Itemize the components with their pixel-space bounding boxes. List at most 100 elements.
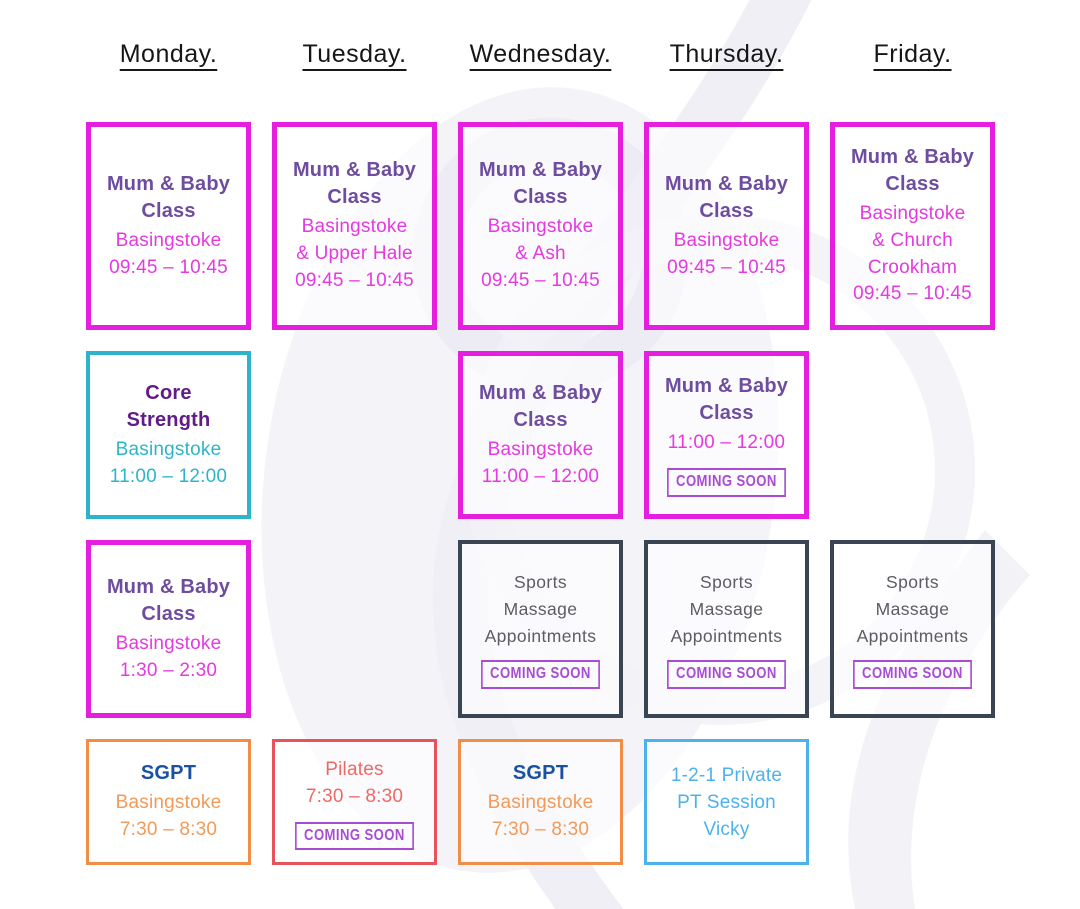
class-title: SGPT — [513, 760, 568, 787]
class-title: Mum & Baby Class — [107, 574, 230, 628]
card-thursday-sports-massage: Sports Massage Appointments COMING SOON — [644, 540, 809, 718]
card-wednesday-sgpt: SGPT Basingstoke 7:30 – 8:30 — [458, 739, 623, 865]
class-detail-line: Basingstoke — [115, 229, 222, 251]
card-tuesday-pilates: Pilates 7:30 – 8:30 COMING SOON — [272, 739, 437, 865]
class-title-line: Mum & Baby — [478, 159, 603, 182]
class-title: Mum & Baby Class — [665, 171, 788, 225]
class-details: Basingstoke 11:00 – 12:00 — [482, 437, 599, 491]
class-title-line: Class — [699, 402, 754, 425]
class-detail-line: Appointments — [484, 625, 597, 646]
coming-soon-badge: COMING SOON — [853, 660, 972, 689]
class-detail-line: Appointments — [670, 625, 783, 646]
class-title-line: Mum & Baby — [850, 145, 975, 168]
class-title-line: Mum & Baby — [106, 575, 231, 598]
class-detail-line: Crookham — [867, 256, 958, 278]
class-detail-line: Massage — [875, 598, 950, 619]
card-thursday-mum-baby-0945: Mum & Baby Class Basingstoke 09:45 – 10:45 — [644, 122, 809, 330]
class-title-line: SGPT — [140, 762, 197, 785]
class-title-line: Core — [145, 381, 192, 404]
class-details: Basingstoke & Church Crookham 09:45 – 10:45 — [853, 201, 972, 309]
class-details: 11:00 – 12:00 — [668, 430, 785, 457]
class-details: 1-2-1 Private PT Session Vicky — [671, 763, 782, 844]
class-title-line: Class — [699, 199, 754, 222]
class-details: Basingstoke 09:45 – 10:45 — [667, 228, 786, 282]
class-detail-line: 09:45 – 10:45 — [667, 256, 786, 278]
class-title: Mum & Baby Class — [107, 171, 230, 225]
class-detail-line: PT Session — [677, 792, 776, 814]
class-detail-line: 11:00 – 12:00 — [667, 432, 786, 454]
class-title-line: Mum & Baby — [478, 381, 603, 404]
class-detail-line: 1-2-1 Private — [670, 765, 783, 787]
class-detail-line: Vicky — [703, 818, 750, 840]
class-detail-line: 09:45 – 10:45 — [481, 269, 600, 291]
class-title: Mum & Baby Class — [479, 157, 602, 211]
class-title-line: Mum & Baby — [664, 172, 789, 195]
class-title: Core Strength — [127, 380, 211, 434]
class-detail-line: & Upper Hale — [296, 243, 413, 265]
class-detail-line: Basingstoke — [115, 792, 222, 814]
class-detail-line: 11:00 – 12:00 — [481, 465, 600, 487]
class-title: Mum & Baby Class — [479, 380, 602, 434]
class-details: Basingstoke 09:45 – 10:45 — [109, 228, 228, 282]
day-header-wednesday: Wednesday. — [469, 40, 612, 68]
card-monday-core-strength: Core Strength Basingstoke 11:00 – 12:00 — [86, 351, 251, 519]
class-detail-line: 7:30 – 8:30 — [491, 819, 590, 840]
class-detail-line: 09:45 – 10:45 — [295, 269, 414, 291]
coming-soon-badge: COMING SOON — [481, 660, 600, 689]
class-title: Mum & Baby Class — [665, 373, 788, 427]
card-monday-sgpt: SGPT Basingstoke 7:30 – 8:30 — [86, 739, 251, 865]
class-detail-line: Basingstoke — [673, 229, 780, 251]
class-detail-line: Basingstoke — [487, 216, 594, 238]
card-thursday-private-pt: 1-2-1 Private PT Session Vicky — [644, 739, 809, 865]
class-detail-line: 1:30 – 2:30 — [119, 659, 218, 681]
class-title-line: Class — [513, 186, 568, 209]
class-title-line: SGPT — [512, 762, 569, 785]
class-details: Sports Massage Appointments — [671, 569, 783, 649]
class-detail-line: Sports — [514, 572, 567, 593]
class-title-line: Mum & Baby — [106, 172, 231, 195]
class-detail-line: Sports — [886, 572, 939, 593]
class-details: Pilates 7:30 – 8:30 — [306, 757, 403, 811]
class-detail-line: Basingstoke — [859, 202, 966, 224]
card-friday-sports-massage: Sports Massage Appointments COMING SOON — [830, 540, 995, 718]
class-detail-line: Basingstoke — [115, 438, 222, 460]
class-detail-line: 7:30 – 8:30 — [119, 819, 218, 840]
class-details: Basingstoke & Upper Hale 09:45 – 10:45 — [295, 214, 414, 295]
class-details: Basingstoke 11:00 – 12:00 — [110, 437, 227, 491]
class-detail-line: & Church — [872, 229, 953, 251]
card-thursday-mum-baby-1100: Mum & Baby Class 11:00 – 12:00 COMING SOON — [644, 351, 809, 519]
class-detail-line: Basingstoke — [487, 792, 594, 814]
class-title-line: Class — [513, 408, 568, 431]
day-header-thursday: Thursday. — [669, 40, 784, 68]
coming-soon-badge: COMING SOON — [667, 468, 786, 497]
class-details: Basingstoke 7:30 – 8:30 — [116, 790, 222, 844]
class-detail-line: Basingstoke — [487, 438, 594, 460]
coming-soon-badge: COMING SOON — [667, 660, 786, 689]
day-header-tuesday: Tuesday. — [302, 40, 407, 68]
card-tuesday-mum-baby-0945: Mum & Baby Class Basingstoke & Upper Hale 09… — [272, 122, 437, 330]
day-headers: Monday. Tuesday. Wednesday. Thursday. Friday… — [86, 40, 995, 69]
class-detail-line: & Ash — [515, 243, 566, 265]
class-detail-line: Basingstoke — [115, 632, 222, 654]
class-title-line: Mum & Baby — [292, 159, 417, 182]
class-title-line: Mum & Baby — [664, 375, 789, 398]
day-header-friday: Friday. — [873, 40, 952, 68]
class-detail-line: Massage — [503, 598, 578, 619]
card-wednesday-mum-baby-0945: Mum & Baby Class Basingstoke & Ash 09:45 – 1… — [458, 122, 623, 330]
schedule-grid: Mum & Baby Class Basingstoke 09:45 – 10:45 M… — [86, 122, 995, 865]
class-title-line: Class — [885, 172, 940, 195]
class-details: Basingstoke 1:30 – 2:30 — [116, 631, 222, 685]
class-title-line: Class — [327, 186, 382, 209]
day-header-monday: Monday. — [119, 40, 218, 68]
card-wednesday-mum-baby-1100: Mum & Baby Class Basingstoke 11:00 – 12:00 — [458, 351, 623, 519]
class-detail-line: Basingstoke — [301, 216, 408, 238]
card-monday-mum-baby-0945: Mum & Baby Class Basingstoke 09:45 – 10:45 — [86, 122, 251, 330]
class-detail-line: 7:30 – 8:30 — [305, 785, 404, 807]
class-detail-line: 11:00 – 12:00 — [109, 465, 228, 487]
class-detail-line: 09:45 – 10:45 — [109, 256, 228, 278]
class-detail-line: Pilates — [325, 758, 384, 780]
class-detail-line: Massage — [689, 598, 764, 619]
class-details: Sports Massage Appointments — [857, 569, 969, 649]
class-detail-line: 09:45 – 10:45 — [853, 283, 972, 305]
class-detail-line: Appointments — [856, 625, 969, 646]
